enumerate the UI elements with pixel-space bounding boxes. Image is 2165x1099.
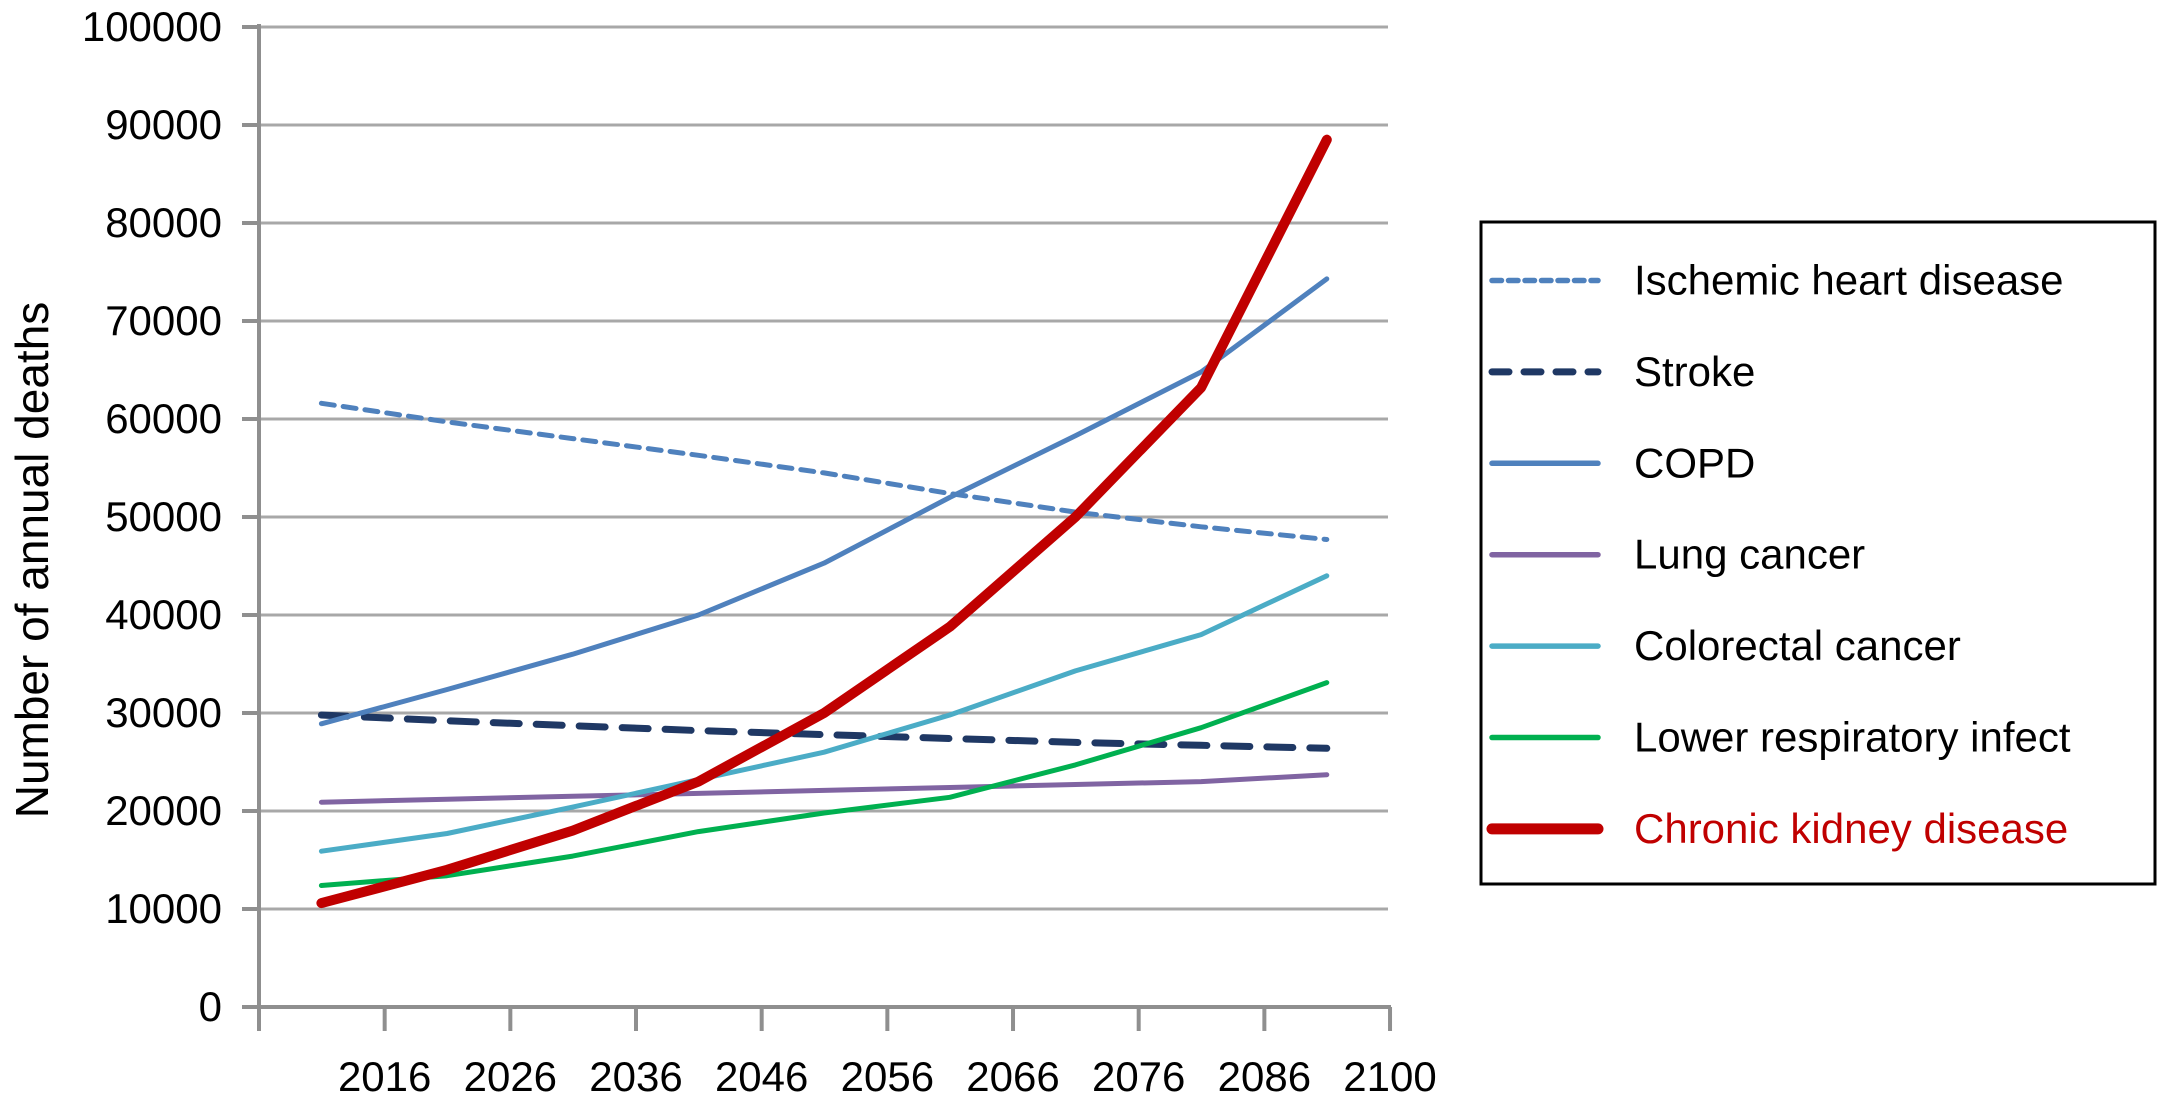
x-tick-label: 2076 xyxy=(1092,1053,1185,1099)
series-line-stroke xyxy=(317,711,1331,752)
y-tick-label: 10000 xyxy=(105,885,222,932)
x-tick-label: 2086 xyxy=(1218,1053,1311,1099)
x-tick-label: 2056 xyxy=(841,1053,934,1099)
legend-label-lung-cancer: Lung cancer xyxy=(1634,531,1865,578)
x-tick-label: 2066 xyxy=(966,1053,1059,1099)
y-tick-label: 30000 xyxy=(105,689,222,736)
gridlines xyxy=(259,25,1388,911)
y-tick-label: 90000 xyxy=(105,101,222,148)
x-tick-label: 2026 xyxy=(464,1053,557,1099)
axis-tick-labels: 0 10000 20000 30000 40000 50000 60000 70000 8000… xyxy=(82,3,1437,1099)
y-tick-label: 80000 xyxy=(105,199,222,246)
legend-label-colorectal-cancer: Colorectal cancer xyxy=(1634,622,1961,669)
series-line-ischemic-heart-disease xyxy=(318,400,1330,542)
legend-label-stroke: Stroke xyxy=(1634,348,1755,395)
series-line-lung-cancer xyxy=(318,772,1330,805)
legend-label-lower-respiratory-infect: Lower respiratory infect xyxy=(1634,714,2071,761)
series-line-copd xyxy=(318,276,1330,727)
series-line-colorectal-cancer xyxy=(318,573,1330,854)
axes xyxy=(242,24,1393,1031)
x-tick-label: 2100 xyxy=(1343,1053,1436,1099)
y-tick-label: 100000 xyxy=(82,3,222,50)
legend-label-ischemic-heart-disease: Ischemic heart disease xyxy=(1634,257,2064,304)
x-tick-label: 2016 xyxy=(338,1053,431,1099)
y-tick-label: 20000 xyxy=(105,787,222,834)
y-tick-label: 70000 xyxy=(105,297,222,344)
series-line-lower-respiratory-infect xyxy=(318,680,1330,888)
x-tick-label: 2046 xyxy=(715,1053,808,1099)
legend-label-chronic-kidney-disease: Chronic kidney disease xyxy=(1634,805,2068,852)
y-tick-label: 50000 xyxy=(105,493,222,540)
y-tick-label: 0 xyxy=(199,983,222,1030)
y-axis-title: Number of annual deaths xyxy=(6,302,58,819)
legend-label-copd: COPD xyxy=(1634,439,1755,486)
series-lines xyxy=(316,134,1332,909)
legend: Ischemic heart disease Stroke COPD Lung can… xyxy=(1479,220,2157,886)
y-tick-label: 60000 xyxy=(105,395,222,442)
x-tick-label: 2036 xyxy=(589,1053,682,1099)
series-line-chronic-kidney-disease xyxy=(316,134,1332,909)
y-tick-label: 40000 xyxy=(105,591,222,638)
